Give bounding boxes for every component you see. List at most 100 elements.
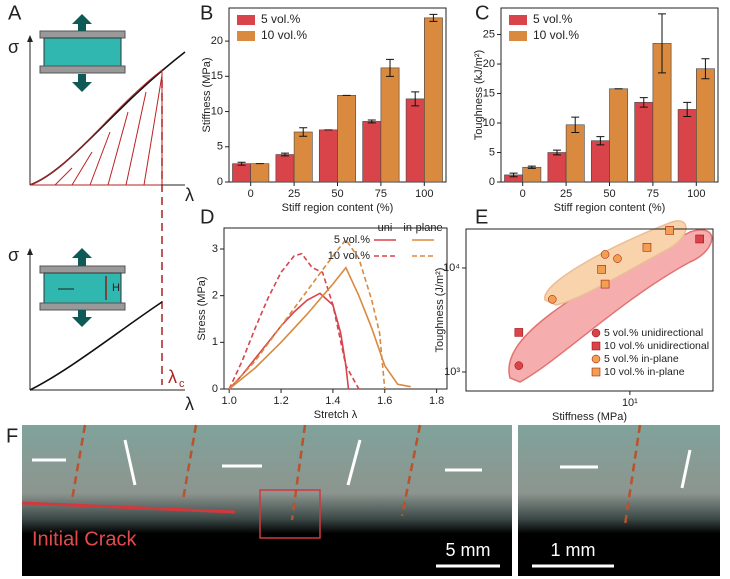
bar xyxy=(695,68,715,183)
marker xyxy=(591,341,601,351)
scale-bar-label: 1 mm xyxy=(551,540,596,560)
y-axis-label: Toughness (J/m²) xyxy=(434,268,446,353)
panel-a: σ λ σ λ H λ c xyxy=(8,14,194,414)
plot-frame xyxy=(223,227,448,390)
bar xyxy=(380,67,400,183)
x-axis-label: Stiff region content (%) xyxy=(554,202,666,214)
legend-label: 10 vol.% xyxy=(261,28,307,42)
marker xyxy=(514,361,524,370)
bar xyxy=(547,152,567,183)
x-axis-label: Stretch λ xyxy=(314,409,358,421)
curve xyxy=(228,252,360,390)
legend-header: uni xyxy=(378,222,393,234)
y-tick-label: 15 xyxy=(483,87,495,99)
x-tick-label: 1.6 xyxy=(377,395,392,407)
x-tick-label: 0 xyxy=(248,188,254,200)
x-tick-label: 1.2 xyxy=(273,395,288,407)
bar xyxy=(232,163,252,183)
legend-label: 5 vol.% xyxy=(334,234,370,246)
crack-label: Initial Crack xyxy=(32,528,137,550)
legend-label: 10 vol.% in-plane xyxy=(604,366,685,378)
error-bar xyxy=(237,161,246,166)
legend-swatch xyxy=(237,15,255,25)
y-tick-label: 5 xyxy=(217,141,223,153)
marker xyxy=(613,254,622,263)
bar xyxy=(250,163,270,183)
panel-letter: D xyxy=(200,206,214,228)
bar xyxy=(337,95,357,183)
axis-symbol: σ xyxy=(8,37,19,57)
x-axis-label: Stiffness (MPa) xyxy=(552,411,627,423)
x-tick-label: 100 xyxy=(687,188,705,200)
y-axis-label: Stiffness (MPa) xyxy=(201,58,213,133)
y-tick-label: 10 xyxy=(483,117,495,129)
legend-label: 5 vol.% xyxy=(533,12,573,26)
marker xyxy=(591,354,601,364)
error-bar xyxy=(639,97,648,108)
y-axis-label: Stress (MPa) xyxy=(196,276,208,340)
marker xyxy=(600,250,610,259)
bar xyxy=(522,166,542,183)
error-bar xyxy=(596,136,605,146)
legend-label: 5 vol.% in-plane xyxy=(604,353,679,365)
axis-symbol: σ xyxy=(8,245,19,265)
x-tick-label: 1.4 xyxy=(325,395,340,407)
marker xyxy=(548,295,557,304)
x-axis-label: Stiff region content (%) xyxy=(282,202,394,214)
curve xyxy=(228,266,411,390)
error-bar xyxy=(683,101,692,118)
error-bar xyxy=(571,116,580,133)
critical-stretch-sub: c xyxy=(179,378,185,390)
x-tick-label: 50 xyxy=(331,188,343,200)
x-tick-label: 100 xyxy=(415,188,433,200)
error-bar xyxy=(367,119,376,124)
marker xyxy=(514,328,524,337)
legend-label: 5 vol.% xyxy=(261,12,301,26)
error-bar xyxy=(509,172,518,178)
error-bar xyxy=(552,149,561,156)
plot-frame xyxy=(465,228,714,392)
x-tick-label: 1.0 xyxy=(222,395,237,407)
error-bar xyxy=(386,58,395,77)
y-tick-label: 25 xyxy=(483,28,495,40)
bar xyxy=(318,129,338,183)
y-tick-label: 5 xyxy=(489,146,495,158)
marker xyxy=(597,265,606,274)
x-tick-label: 0 xyxy=(520,188,526,200)
error-bar xyxy=(429,13,438,22)
dimension-label: H xyxy=(112,282,120,294)
x-tick-label: 25 xyxy=(560,188,572,200)
x-tick-label: 75 xyxy=(375,188,387,200)
bar xyxy=(423,17,443,183)
y-tick-label: 0 xyxy=(217,176,223,188)
panel-f: Initial Crack 5 mm 1 mm xyxy=(21,424,720,576)
bar xyxy=(590,140,610,183)
legend-swatch xyxy=(509,31,527,41)
bar xyxy=(293,131,313,183)
error-bar xyxy=(411,91,420,107)
panel-letter: F xyxy=(6,425,18,447)
marker xyxy=(591,328,601,338)
y-tick-label: 0 xyxy=(212,383,218,395)
curve xyxy=(228,292,350,390)
y-tick-label: 10³ xyxy=(444,366,460,378)
bar xyxy=(634,102,654,183)
y-axis-label: Toughness (kJ/m²) xyxy=(473,50,485,140)
error-bar xyxy=(527,165,536,169)
y-tick-label: 10 xyxy=(211,105,223,117)
panel-letter: A xyxy=(8,2,22,24)
curve xyxy=(228,238,386,390)
bar xyxy=(405,98,425,183)
bar xyxy=(677,109,697,183)
marker xyxy=(665,226,674,235)
error-bar xyxy=(701,58,710,80)
panel-letter: E xyxy=(475,206,488,228)
y-tick-label: 3 xyxy=(212,243,218,255)
legend-header: in-plane xyxy=(403,222,442,234)
bar xyxy=(565,124,585,183)
bar xyxy=(362,121,382,183)
y-tick-label: 1 xyxy=(212,336,218,348)
x-tick-label: 50 xyxy=(603,188,615,200)
